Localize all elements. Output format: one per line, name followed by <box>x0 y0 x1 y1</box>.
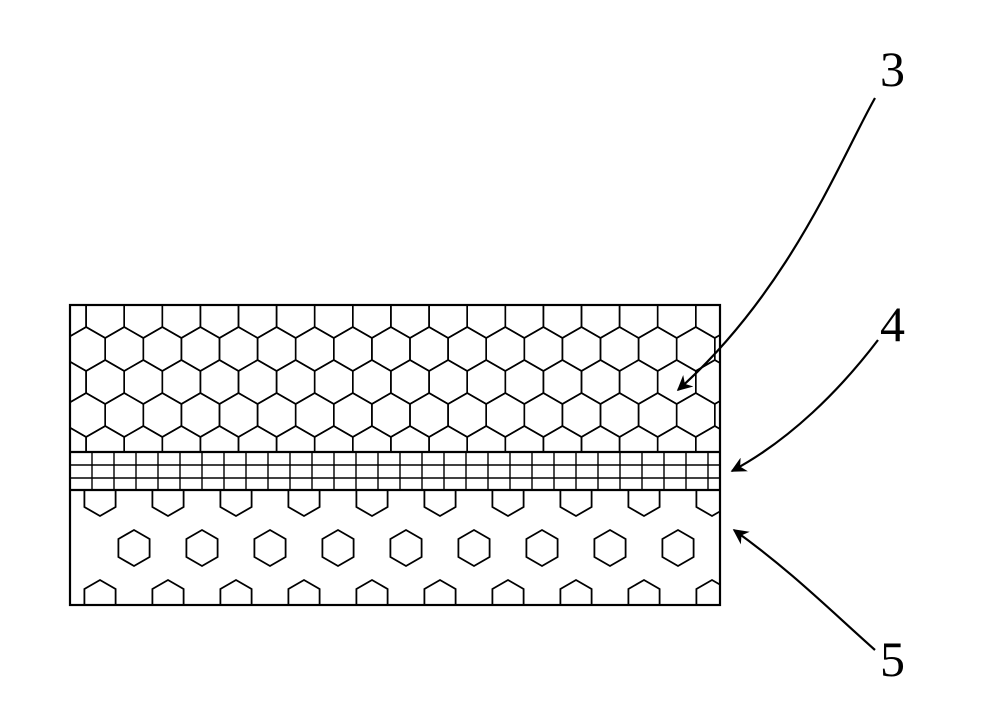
diagram-svg <box>0 0 1000 713</box>
layer-4-middle <box>70 452 720 490</box>
callout-label-3: 3 <box>880 40 905 98</box>
callout-label-4: 4 <box>880 295 905 353</box>
callout-leader-3 <box>678 98 875 390</box>
callout-label-5: 5 <box>880 630 905 688</box>
callout-leader-4 <box>732 340 878 471</box>
layer-5-bottom <box>84 480 727 616</box>
diagram-stage: 3 4 5 <box>0 0 1000 713</box>
callout-leader-5 <box>734 530 875 650</box>
